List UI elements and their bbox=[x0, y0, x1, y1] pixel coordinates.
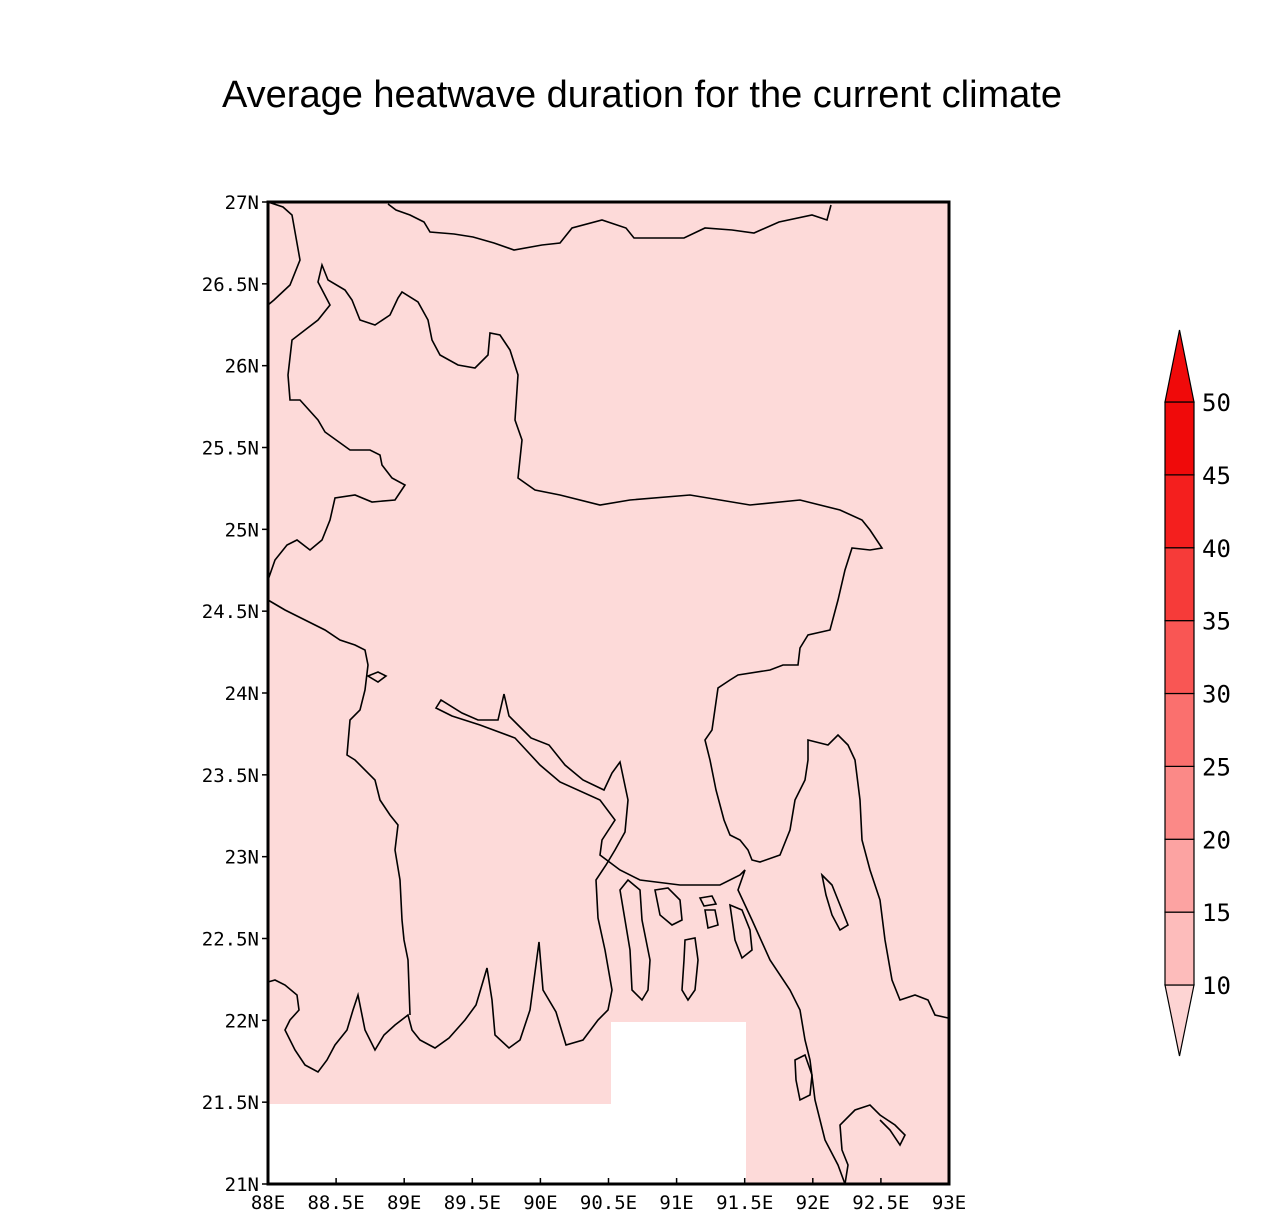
colorbar-segment bbox=[1164, 911, 1195, 986]
lat-tick-label: 21N bbox=[225, 1174, 259, 1196]
colorbar-label: 30 bbox=[1202, 681, 1231, 709]
lat-tick-label: 26N bbox=[225, 356, 259, 378]
lon-tick-label: 88E bbox=[251, 1192, 285, 1214]
colorbar-upper-triangle bbox=[1164, 329, 1195, 403]
colorbar-segment bbox=[1164, 692, 1195, 767]
island-d bbox=[681, 937, 699, 1002]
island-c bbox=[654, 887, 683, 926]
colorbar-label: 15 bbox=[1202, 899, 1231, 927]
colorbar-segment bbox=[1164, 474, 1195, 549]
lon-tick-label: 92E bbox=[796, 1192, 830, 1214]
colorbar-label: 25 bbox=[1202, 753, 1231, 781]
colorbar-label: 20 bbox=[1202, 826, 1231, 854]
coast-south-east bbox=[839, 1104, 906, 1185]
bangladesh-border bbox=[267, 693, 846, 1185]
lat-tick-label: 22.5N bbox=[202, 929, 259, 951]
lat-tick-label: 23.5N bbox=[202, 765, 259, 787]
island-f bbox=[704, 909, 719, 930]
western-border bbox=[267, 262, 949, 1019]
coastline bbox=[267, 201, 301, 306]
lon-tick-label: 92.5E bbox=[852, 1192, 909, 1214]
island-e bbox=[729, 903, 753, 960]
lat-tick-label: 25N bbox=[225, 519, 259, 541]
longitude-axis: 88E 88.5E 89E 89.5E 90E 90.5E 91E 91.5E 92E 92.5E… bbox=[251, 1178, 966, 1214]
island-i bbox=[794, 1053, 813, 1102]
lat-tick-label: 21.5N bbox=[202, 1092, 259, 1114]
lon-tick-label: 89.5E bbox=[444, 1192, 501, 1214]
plot-area: 21N 21.5N 22N 22.5N 23N 23.5N 24N 24.5N 25N 25.5N… bbox=[202, 192, 966, 1214]
lat-tick-label: 25.5N bbox=[202, 438, 259, 460]
missing-data-region bbox=[268, 1022, 746, 1184]
country-outlines bbox=[267, 201, 949, 1185]
data-field bbox=[268, 202, 949, 1184]
colorbar-segment bbox=[1164, 838, 1195, 913]
lon-tick-label: 90E bbox=[523, 1192, 557, 1214]
colorbar-label: 40 bbox=[1202, 535, 1231, 563]
western-border-south bbox=[267, 599, 411, 1016]
lon-tick-label: 91E bbox=[659, 1192, 693, 1214]
lat-tick-label: 23N bbox=[225, 847, 259, 869]
colorbar-label: 45 bbox=[1202, 462, 1231, 490]
island-a bbox=[366, 671, 388, 683]
colorbar-label: 10 bbox=[1202, 972, 1231, 1000]
lon-tick-label: 91.5E bbox=[716, 1192, 773, 1214]
lon-tick-label: 88.5E bbox=[307, 1192, 364, 1214]
colorbar-segment bbox=[1164, 547, 1195, 622]
colorbar: 10 15 20 25 30 35 40 45 50 bbox=[1164, 329, 1231, 1057]
island-b bbox=[619, 878, 651, 1002]
island-g bbox=[698, 895, 718, 907]
island-h bbox=[820, 872, 849, 932]
lon-tick-label: 90.5E bbox=[580, 1192, 637, 1214]
lat-tick-label: 24.5N bbox=[202, 601, 259, 623]
lat-tick-label: 27N bbox=[225, 192, 259, 214]
nepal-border bbox=[387, 203, 832, 251]
lat-tick-label: 26.5N bbox=[202, 274, 259, 296]
colorbar-segment bbox=[1164, 401, 1195, 476]
map-title: Average heatwave duration for the curren… bbox=[222, 74, 1062, 116]
lon-tick-label: 89E bbox=[387, 1192, 421, 1214]
latitude-axis: 21N 21.5N 22N 22.5N 23N 23.5N 24N 24.5N 25N 25.5N… bbox=[202, 192, 268, 1196]
colorbar-segment bbox=[1164, 620, 1195, 695]
colorbar-lower-triangle bbox=[1164, 984, 1195, 1057]
colorbar-label: 50 bbox=[1202, 389, 1231, 417]
colorbar-label: 35 bbox=[1202, 608, 1231, 636]
colorbar-segment bbox=[1164, 765, 1195, 840]
lon-tick-label: 93E bbox=[932, 1192, 966, 1214]
lat-tick-label: 22N bbox=[225, 1010, 259, 1032]
lat-tick-label: 24N bbox=[225, 683, 259, 705]
